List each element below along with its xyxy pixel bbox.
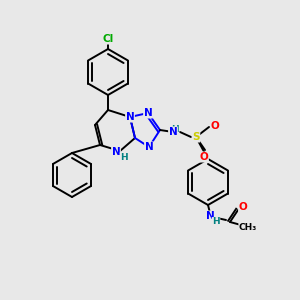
- Text: O: O: [200, 152, 208, 162]
- Text: N: N: [112, 147, 120, 157]
- Text: H: H: [171, 124, 179, 134]
- Text: N: N: [126, 112, 134, 122]
- Text: Cl: Cl: [102, 34, 114, 44]
- Text: N: N: [169, 127, 177, 137]
- Text: O: O: [238, 202, 247, 212]
- Text: H: H: [120, 152, 128, 161]
- Text: CH₃: CH₃: [239, 223, 257, 232]
- Text: S: S: [192, 132, 200, 142]
- Text: N: N: [206, 211, 214, 221]
- Text: O: O: [211, 121, 219, 131]
- Text: N: N: [145, 142, 153, 152]
- Text: N: N: [144, 108, 152, 118]
- Text: H: H: [212, 218, 220, 226]
